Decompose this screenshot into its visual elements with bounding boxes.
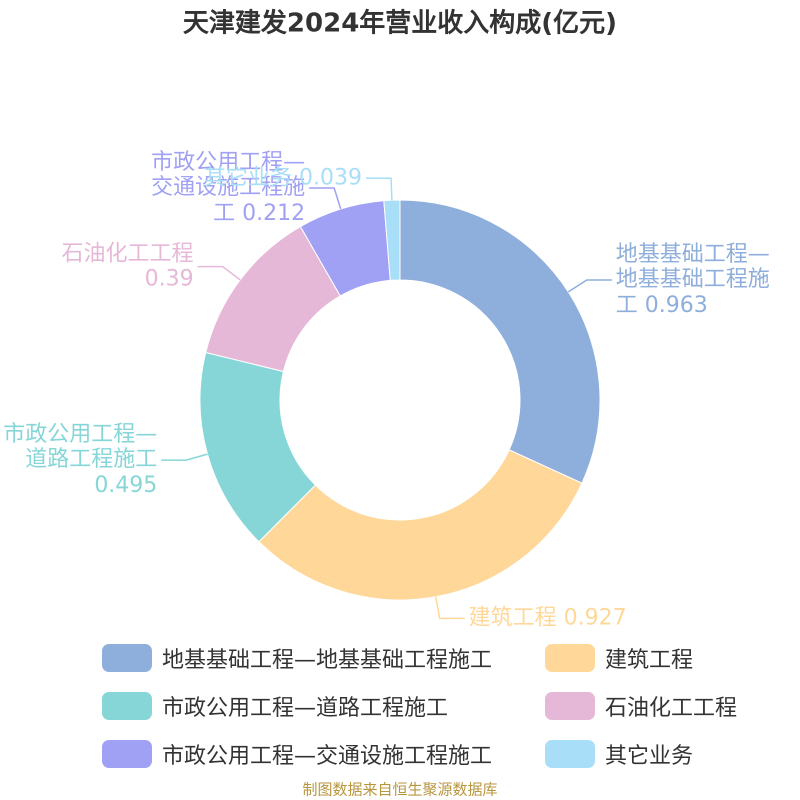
legend-swatch: [545, 740, 595, 768]
label-name: 石油化工工程: [61, 241, 194, 267]
legend-label: 市政公用工程—交通设施工程施工: [162, 744, 493, 769]
legend-label: 市政公用工程—道路工程施工: [162, 696, 449, 721]
label-value: 0.212: [242, 200, 306, 226]
legend-label: 其它业务: [605, 744, 694, 769]
slice-label: 建筑工程 0.927: [469, 606, 644, 631]
label-value: 0.39: [144, 266, 194, 292]
slice-label: 市政公用工程—交通设施工程施工 0.212: [130, 150, 305, 226]
legend-swatch: [545, 692, 595, 720]
source-note: 制图数据来自恒生聚源数据库: [302, 781, 497, 799]
label-name: 其它业务: [204, 165, 293, 191]
slice-label: 其它业务 0.039: [187, 166, 362, 191]
slice-label: 地基基础工程—地基基础工程施工 0.963: [616, 242, 791, 318]
chart-title: 天津建发2024年营业收入构成(亿元): [183, 8, 617, 39]
label-name: 市政公用工程—道路工程施工: [3, 422, 158, 473]
leader-line: [161, 453, 208, 461]
leader-line: [434, 596, 465, 620]
legend-swatch: [102, 740, 152, 768]
label-value: 0.927: [563, 605, 627, 631]
legend-swatch: [102, 644, 152, 672]
leader-line: [309, 187, 342, 210]
leader-line: [366, 177, 393, 201]
label-value: 0.963: [644, 292, 708, 318]
donut-slice: [399, 199, 601, 484]
legend-swatch: [102, 692, 152, 720]
donut-slice: [258, 449, 583, 601]
slice-label: 市政公用工程—道路工程施工 0.495: [0, 422, 157, 498]
donut-slice: [383, 199, 401, 281]
label-value: 0.039: [299, 165, 362, 191]
leader-line: [197, 265, 241, 281]
legend-swatch: [545, 644, 595, 672]
label-name: 地基基础工程—地基基础工程施工: [615, 242, 770, 318]
legend-label: 建筑工程: [605, 648, 694, 673]
label-value: 0.495: [94, 472, 158, 498]
legend-label: 地基基础工程—地基基础工程施工: [162, 648, 493, 673]
legend-label: 石油化工工程: [605, 696, 738, 721]
leader-line: [567, 279, 612, 293]
label-name: 市政公用工程—交通设施工程施工: [151, 150, 306, 226]
label-name: 建筑工程: [468, 605, 557, 631]
slice-label: 石油化工工程 0.39: [19, 241, 194, 292]
